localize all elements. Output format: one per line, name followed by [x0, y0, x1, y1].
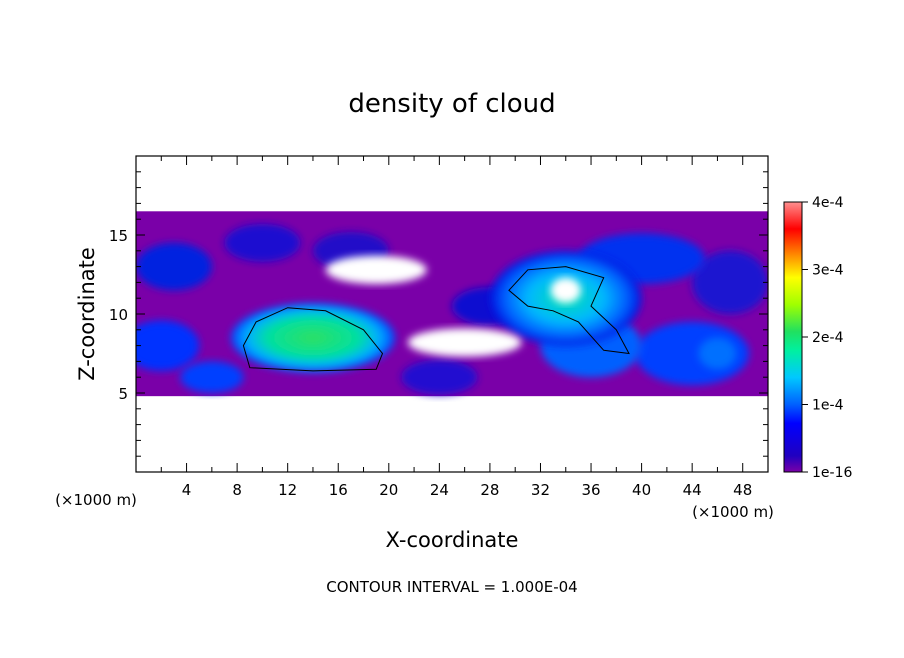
clear-air: [550, 277, 581, 303]
cloud-blob: [136, 320, 200, 371]
x-tick-label: 20: [379, 481, 398, 499]
x-tick-label: 40: [632, 481, 651, 499]
x-tick-label: 16: [329, 481, 348, 499]
colorbar-label: 1e-16: [812, 465, 852, 481]
x-axis: 4 8 12 16 20 24 28 32 36 40 44 48: [160, 156, 752, 499]
clear-air: [325, 255, 427, 284]
clear-air: [407, 328, 522, 357]
cloud-blob: [698, 337, 737, 370]
y-axis: 5 10 15: [109, 171, 768, 457]
colorbar: [783, 201, 803, 473]
x-axis-label: X-coordinate: [386, 528, 519, 552]
cloud-blob: [692, 250, 768, 314]
y-tick-label: 15: [109, 227, 128, 245]
cloud-blob: [401, 359, 478, 395]
y-axis-label: Z-coordinate: [75, 247, 99, 381]
x-tick-label: 4: [182, 481, 192, 499]
y-tick-label: 5: [118, 385, 128, 403]
x-tick-label: 12: [278, 481, 297, 499]
x-tick-label: 32: [531, 481, 550, 499]
contour-interval-note: CONTOUR INTERVAL = 1.000E-04: [326, 578, 577, 596]
x-tick-label: 24: [430, 481, 449, 499]
y-unit-label: (×1000 m): [55, 491, 137, 509]
x-tick-label: 8: [232, 481, 242, 499]
chart-title: density of cloud: [348, 89, 555, 119]
contour-line: [242, 307, 384, 372]
cloud-blob: [635, 321, 750, 386]
y-tick-label: 10: [109, 306, 128, 324]
colorbar-label: 4e-4: [812, 195, 844, 211]
x-tick-label: 36: [581, 481, 600, 499]
left-cloud-core: [230, 302, 396, 373]
heatmap-field: [136, 211, 768, 397]
cloud-blob: [180, 361, 244, 394]
colorbar-label: 1e-4: [812, 398, 844, 414]
x-tick-label: 28: [480, 481, 499, 499]
colorbar-labels: 1e-16 1e-4 2e-4 3e-4 4e-4: [802, 195, 852, 481]
colorbar-label: 3e-4: [812, 263, 844, 279]
colorbar-label: 2e-4: [812, 330, 844, 346]
x-tick-label: 44: [683, 481, 702, 499]
cloud-blob: [136, 242, 212, 291]
x-unit-label: (×1000 m): [692, 503, 774, 521]
cloud-blob: [224, 223, 301, 262]
x-tick-label: 48: [733, 481, 752, 499]
contour-line: [508, 266, 630, 355]
